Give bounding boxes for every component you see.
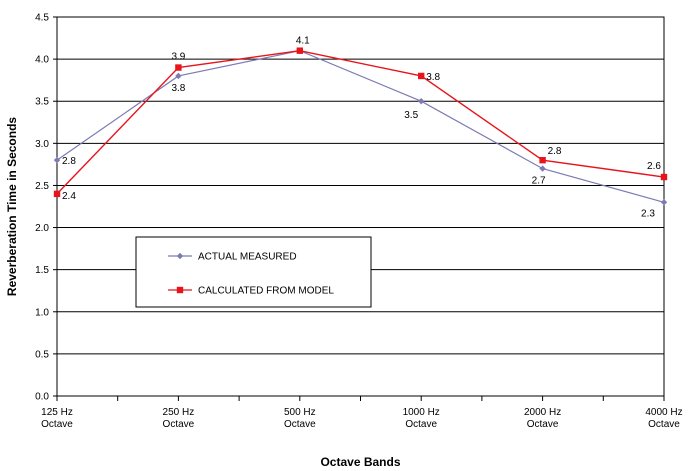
y-tick-label: 0.5 [35,349,49,360]
data-point-calculated-from-model [175,64,182,71]
y-tick-label: 1.5 [35,265,49,276]
y-tick-label: 4.5 [35,13,49,24]
x-tick-label: Octave [163,419,195,430]
x-tick-label: 1000 Hz [403,407,440,418]
y-tick-label: 4.0 [35,55,49,66]
y-axis-title: Reverberation Time in Seconds [5,117,19,296]
x-axis-title: Octave Bands [320,455,400,469]
y-tick-label: 3.0 [35,139,49,150]
y-tick-label: 3.5 [35,97,49,108]
y-tick-label: 2.0 [35,223,49,234]
data-label: 2.4 [62,191,76,202]
data-point-calculated-from-model [660,173,668,181]
series-line-actual-measured [56,50,665,203]
y-tick-labels: 0.0 0.5 1.0 1.5 2.0 2.5 3.0 3.5 4.0 4.5 [35,13,49,403]
x-tick-label: Octave [648,419,680,430]
data-label: 2.7 [532,176,546,187]
x-tick-label: 500 Hz [284,407,316,418]
data-label: 3.5 [404,110,418,121]
x-tick-label: Octave [527,419,559,430]
data-point-calculated-from-model [418,72,425,80]
x-tick-label: 2000 Hz [524,407,561,418]
data-label: 2.3 [641,208,655,219]
data-point-actual-measured [53,156,61,164]
legend-label: CALCULATED FROM MODEL [198,286,334,297]
legend-box [135,236,372,308]
data-point-calculated-from-model [296,47,303,54]
series-lines [53,47,668,206]
data-label: 2.6 [647,161,661,172]
data-label: 2.8 [548,146,562,157]
axes [53,16,665,401]
x-tick-label: 4000 Hz [645,407,682,418]
data-point-actual-measured [660,199,668,206]
data-label: 3.9 [171,52,185,63]
data-label: 2.8 [62,156,76,167]
data-point-actual-measured [539,165,546,172]
data-label: 3.8 [426,72,440,83]
y-tick-label: 2.5 [35,181,49,192]
x-tick-label: 125 Hz [41,407,73,418]
data-labels: 2.8 3.8 3.5 2.7 2.3 2.4 3.9 4.1 3.8 2.8 2.6 [62,36,661,220]
plot-frame [56,16,665,397]
y-tick-label: 1.0 [35,307,49,318]
data-point-calculated-from-model [539,156,546,164]
data-label: 4.1 [296,36,310,47]
x-tick-label: Octave [405,419,437,430]
legend-label: ACTUAL MEASURED [198,252,297,263]
y-tick-label: 0.0 [35,392,49,403]
data-point-actual-measured [175,72,182,80]
data-point-actual-measured [418,98,425,105]
x-tick-label: Octave [284,419,316,430]
data-label: 3.8 [171,83,185,94]
legend: ACTUAL MEASURED CALCULATED FROM MODEL [135,236,372,308]
legend-swatch-marker [176,286,184,294]
legend-swatch-marker [176,252,184,260]
x-tick-label: Octave [41,419,73,430]
data-point-calculated-from-model [53,190,61,198]
series-line-calculated-from-model [56,49,665,195]
x-tick-label: 250 Hz [163,407,195,418]
